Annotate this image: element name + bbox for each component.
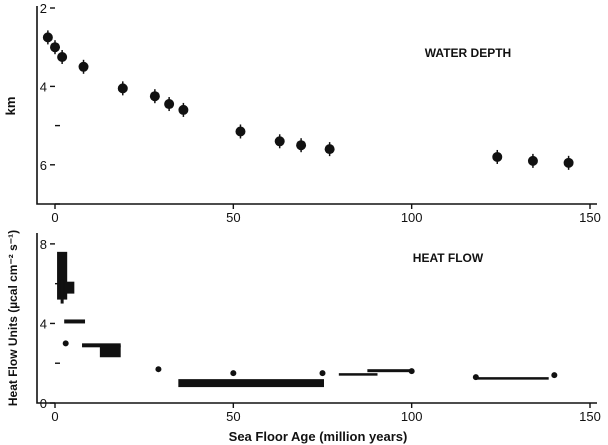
data-point xyxy=(155,366,162,373)
x-tick-label: 100 xyxy=(401,210,423,225)
x-tick-label: 100 xyxy=(401,409,423,424)
y-tick-label: 4 xyxy=(40,316,47,331)
data-point xyxy=(296,140,307,151)
data-point xyxy=(50,42,60,53)
data-band xyxy=(99,345,121,358)
data-point xyxy=(235,126,246,137)
data-point xyxy=(319,370,326,377)
data-point xyxy=(527,155,538,166)
water-depth-axes xyxy=(36,6,597,205)
data-point xyxy=(117,83,128,94)
water-depth-ticks: 0 50 100 150 2 4 6 xyxy=(40,1,601,225)
water-depth-ylabel: km xyxy=(3,97,18,116)
heat-flow-title: HEAT FLOW xyxy=(413,251,484,265)
y-tick-label: 4 xyxy=(40,79,47,94)
x-tick-label: 150 xyxy=(579,409,601,424)
x-tick-label: 0 xyxy=(51,210,58,225)
x-tick-label: 50 xyxy=(226,409,240,424)
data-band xyxy=(64,281,75,294)
y-tick-label: 2 xyxy=(40,1,47,16)
data-point xyxy=(78,61,89,72)
heat-flow-panel: HEAT FLOW Sea Floor Age (million years) … xyxy=(6,230,601,444)
data-band xyxy=(178,379,324,388)
data-point xyxy=(563,157,574,168)
heat-flow-ticks: 0 50 100 150 0 4 8 xyxy=(40,237,601,424)
y-tick-label: 0 xyxy=(40,396,47,411)
data-point xyxy=(42,32,53,43)
data-point xyxy=(230,370,237,377)
heat-flow-ylabel: Heat Flow Units (µcal cm⁻² s⁻¹) xyxy=(6,230,20,406)
heat-flow-points xyxy=(57,251,558,388)
data-point xyxy=(551,372,558,379)
data-point xyxy=(492,151,503,162)
y-tick-label: 6 xyxy=(40,158,47,173)
heat-flow-axes xyxy=(36,233,597,404)
x-tick-label: 0 xyxy=(51,409,58,424)
water-depth-panel: WATER DEPTH km 0 50 100 150 2 4 6 xyxy=(3,1,601,225)
data-point xyxy=(274,136,285,147)
data-point xyxy=(62,340,69,347)
data-band xyxy=(60,279,64,304)
data-point xyxy=(472,374,479,381)
x-tick-label: 150 xyxy=(579,210,601,225)
heat-flow-xlabel: Sea Floor Age (million years) xyxy=(229,429,408,444)
x-tick-label: 50 xyxy=(226,210,240,225)
data-point xyxy=(57,52,68,62)
y-tick-label: 8 xyxy=(40,237,47,252)
data-point xyxy=(324,144,335,155)
data-band xyxy=(367,369,414,373)
water-depth-title: WATER DEPTH xyxy=(425,46,511,60)
data-point xyxy=(408,368,415,375)
data-point xyxy=(178,104,189,115)
data-point xyxy=(164,99,175,110)
data-band xyxy=(64,319,86,324)
data-band xyxy=(474,377,549,380)
water-depth-points xyxy=(42,30,574,170)
data-point xyxy=(149,91,160,102)
data-band xyxy=(57,251,68,300)
data-band xyxy=(338,373,378,376)
